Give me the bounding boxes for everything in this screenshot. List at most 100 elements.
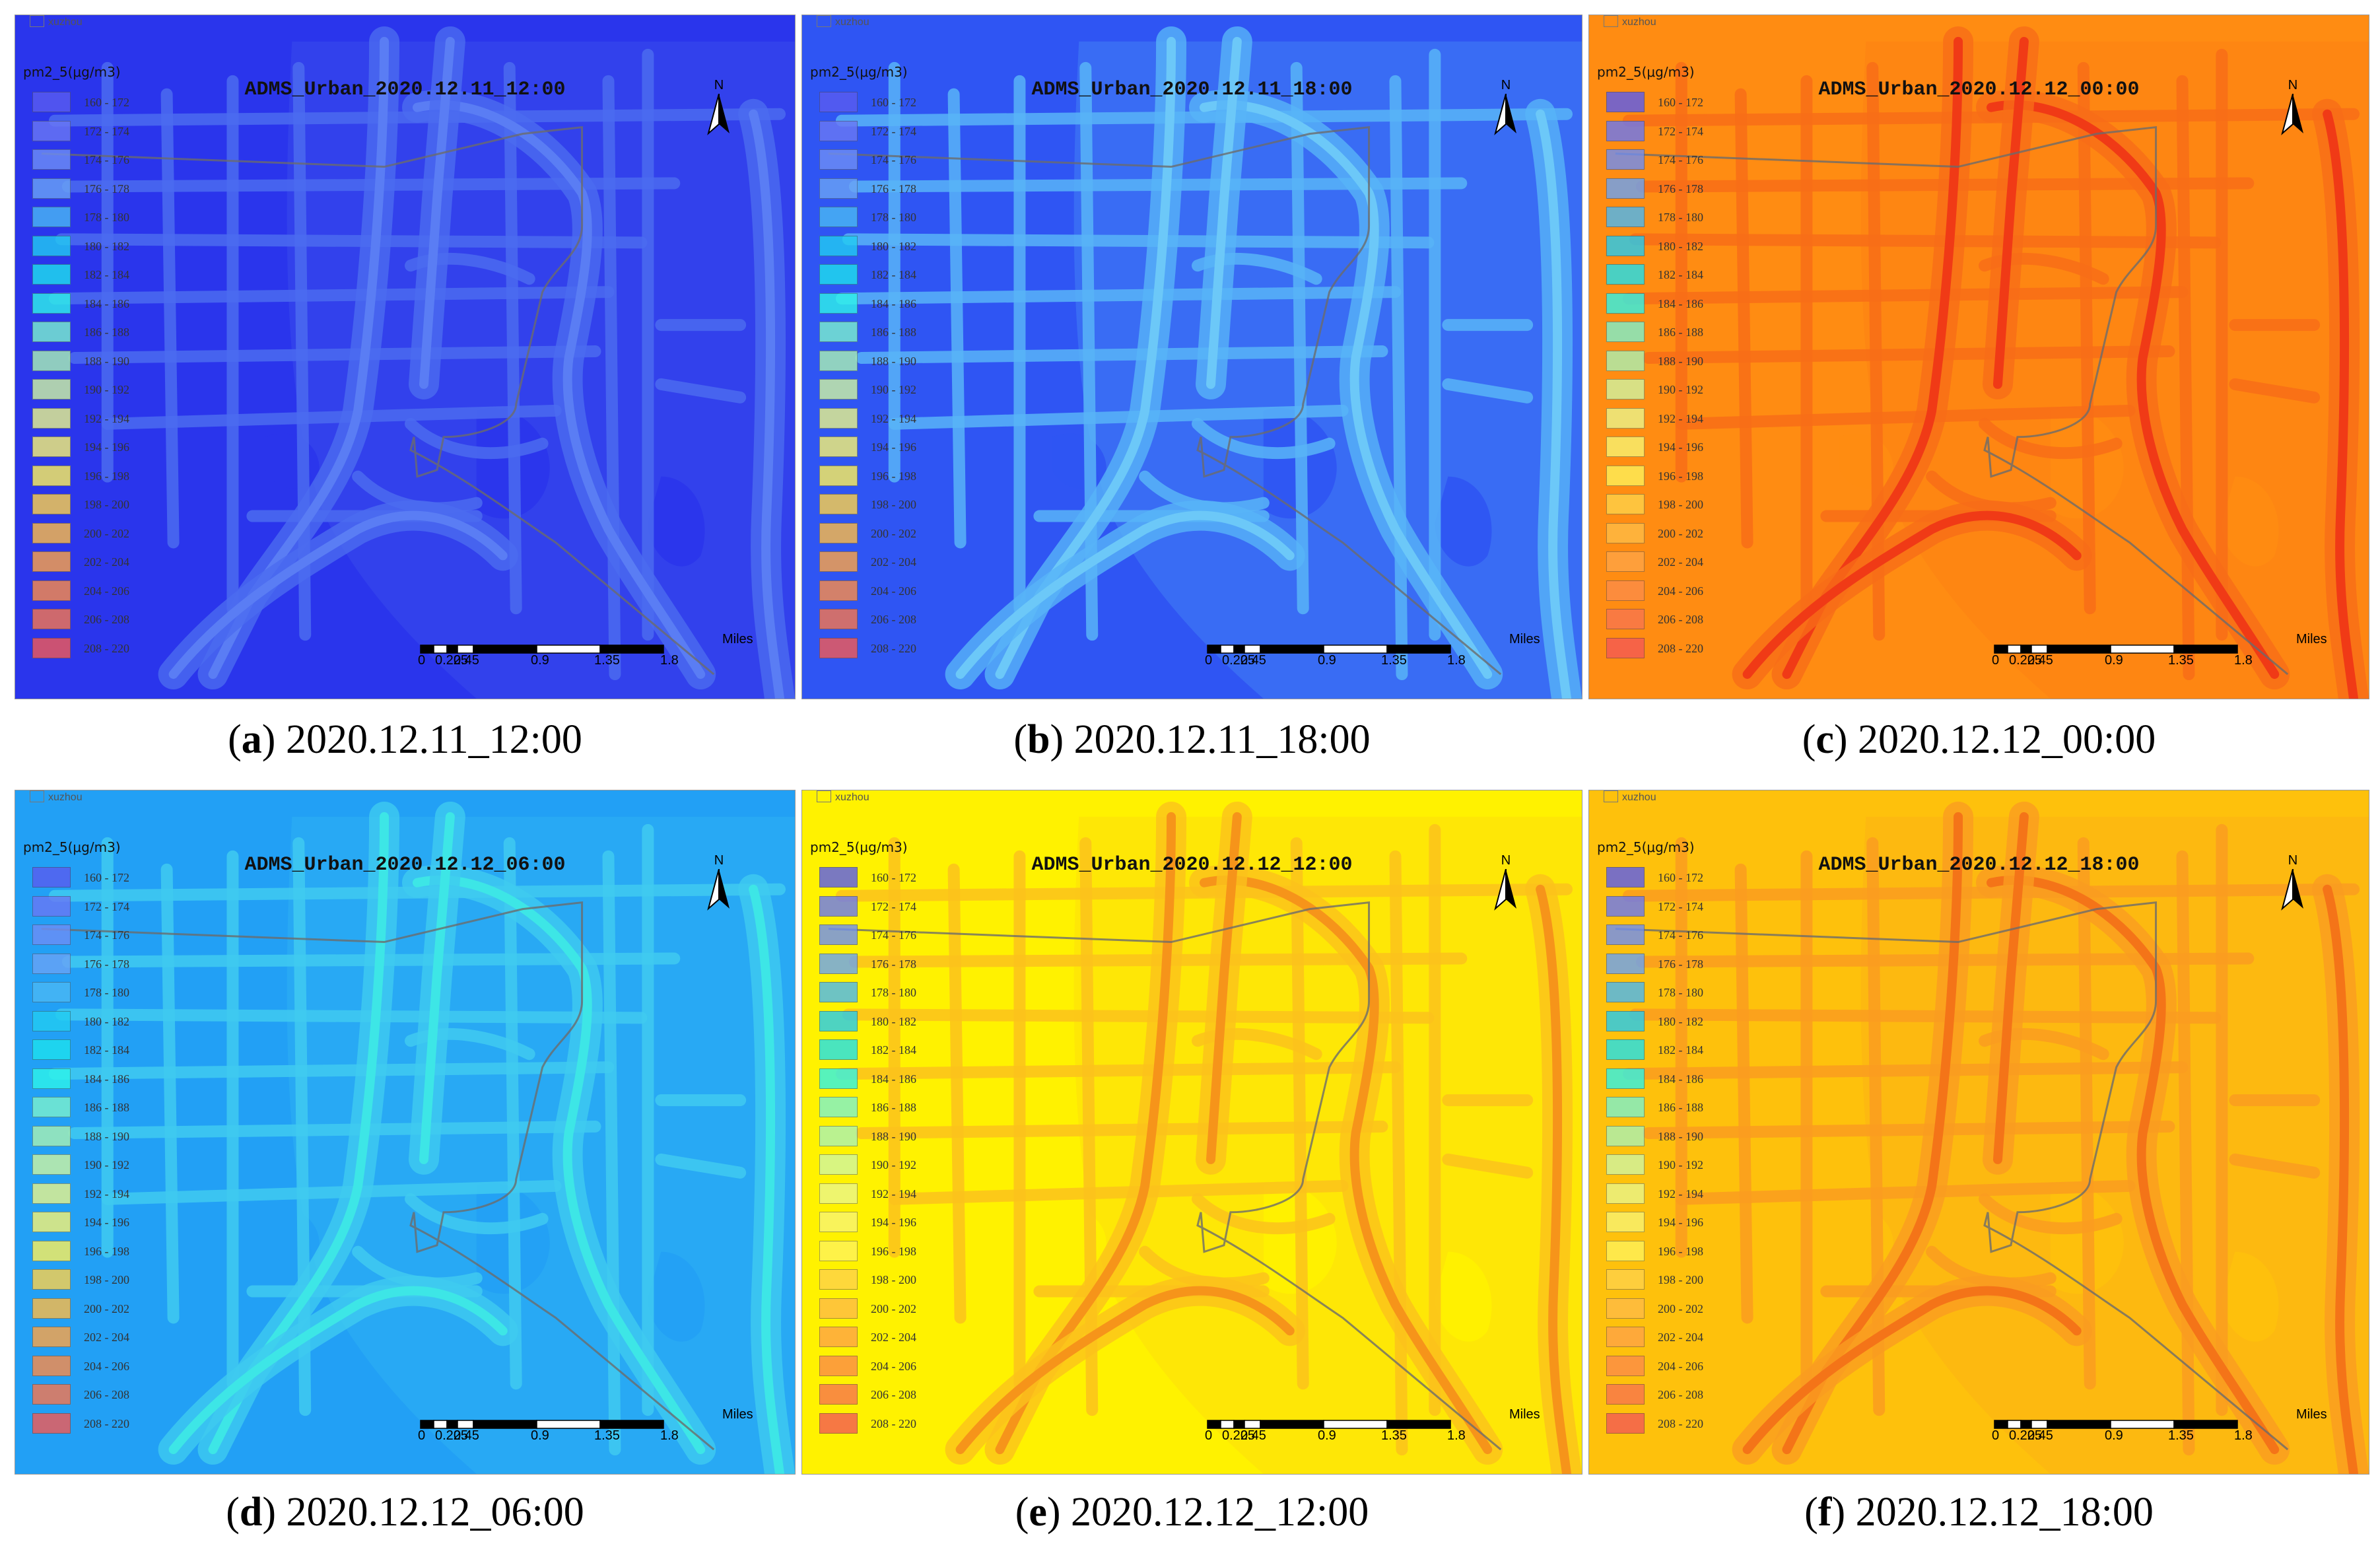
road-corridor bbox=[1442, 378, 1534, 403]
legend-swatch bbox=[819, 264, 858, 285]
legend-item: 190 - 192 bbox=[1606, 1150, 1778, 1177]
legend-label: 186 - 188 bbox=[84, 1101, 129, 1114]
legend-label: 172 - 174 bbox=[871, 124, 916, 138]
legend-label: 174 - 176 bbox=[871, 928, 916, 942]
legend-swatch bbox=[32, 1212, 71, 1232]
map-panel-c: xuzhou pm2_5(μg/m3) 160 - 172 172 - 174 174 … bbox=[1588, 15, 2369, 699]
major-road-core bbox=[2323, 884, 2359, 1474]
legend-item: 182 - 184 bbox=[819, 260, 991, 287]
legend-label: 190 - 192 bbox=[1658, 1158, 1703, 1171]
major-road-core bbox=[1199, 875, 1493, 1455]
road-corridor bbox=[160, 88, 180, 549]
legend-swatch bbox=[32, 235, 71, 256]
legend-label: 182 - 184 bbox=[871, 268, 916, 281]
major-road-core bbox=[955, 1286, 1295, 1455]
legend-label: 184 - 186 bbox=[871, 1072, 916, 1086]
road-corridor bbox=[1675, 404, 2136, 430]
scale-tick-label: 0.45 bbox=[2027, 1428, 2053, 1443]
legend-label: 194 - 196 bbox=[1658, 1216, 1703, 1229]
concentration-map bbox=[15, 15, 795, 699]
legend-swatch bbox=[819, 522, 858, 543]
legend-swatch bbox=[32, 637, 71, 658]
major-road-core bbox=[1206, 812, 1242, 1164]
legend-label: 206 - 208 bbox=[1658, 1388, 1703, 1401]
panel-letter: c bbox=[1816, 717, 1834, 762]
north-arrow-icon: N bbox=[2276, 78, 2309, 137]
low-concentration-patch bbox=[2222, 1251, 2279, 1342]
major-road-core bbox=[1742, 510, 2082, 679]
legend-label: 180 - 182 bbox=[84, 1014, 129, 1028]
legend-item: 206 - 208 bbox=[32, 605, 204, 631]
scale-tick-label: 0 bbox=[1205, 653, 1213, 668]
scale-tick-label: 0.45 bbox=[454, 653, 479, 668]
legend-label: 172 - 174 bbox=[84, 124, 129, 138]
legend-swatch bbox=[1606, 149, 1645, 170]
layer-name: xuzhou bbox=[48, 17, 83, 28]
legend-item: 198 - 200 bbox=[32, 1265, 204, 1292]
legend-title: pm2_5(μg/m3) bbox=[810, 64, 908, 80]
scale-tick-label: 0 bbox=[1205, 1428, 1213, 1443]
legend-swatch bbox=[819, 350, 858, 371]
legend-swatch bbox=[32, 1010, 71, 1031]
legend-swatch bbox=[819, 1125, 858, 1146]
legend-label: 190 - 192 bbox=[871, 1158, 916, 1171]
legend-swatch bbox=[819, 1269, 858, 1290]
legend-swatch bbox=[1606, 1412, 1645, 1434]
legend-label: 174 - 176 bbox=[84, 928, 129, 942]
legend-item: 184 - 186 bbox=[1606, 1064, 1778, 1091]
legend-swatch bbox=[32, 522, 71, 543]
legend-item: 208 - 220 bbox=[819, 1409, 991, 1436]
scale-tick-label: 0.9 bbox=[531, 1428, 549, 1443]
legend-swatch bbox=[1606, 1327, 1645, 1347]
district-boundary bbox=[828, 901, 1502, 1451]
legend-swatch bbox=[819, 1097, 858, 1117]
road-corridor bbox=[405, 417, 549, 460]
legend-item: 178 - 180 bbox=[1606, 203, 1778, 229]
legend-item: 160 - 172 bbox=[32, 863, 204, 889]
low-concentration-patch bbox=[1435, 1251, 1492, 1342]
legend-item: 202 - 204 bbox=[1606, 547, 1778, 574]
legend-swatch bbox=[1606, 436, 1645, 457]
low-concentration-patch bbox=[648, 1251, 705, 1342]
legend-item: 190 - 192 bbox=[819, 1150, 991, 1177]
legend-item: 200 - 202 bbox=[1606, 519, 1778, 545]
legend-swatch bbox=[819, 92, 858, 112]
road-corridor bbox=[1675, 1179, 2136, 1205]
legend-swatch bbox=[819, 867, 858, 888]
legend-swatch bbox=[1606, 867, 1645, 888]
legend-item: 188 - 190 bbox=[32, 1122, 204, 1148]
road-corridor bbox=[1979, 1193, 2123, 1235]
scale-bar: Miles 0 0.225 0.45 0.9 1.35 1.8 bbox=[1989, 632, 2332, 676]
legend-swatch bbox=[819, 207, 858, 227]
major-road-core bbox=[1536, 109, 1572, 699]
road-corridor bbox=[1192, 1193, 1336, 1235]
legend-swatch bbox=[1606, 982, 1645, 1002]
map-title: ADMS_Urban_2020.12.12_12:00 bbox=[1031, 854, 1353, 876]
road-corridor bbox=[2229, 378, 2321, 403]
legend-item: 184 - 186 bbox=[819, 289, 991, 316]
legend-swatch bbox=[32, 924, 71, 945]
legend-item: 172 - 174 bbox=[819, 892, 991, 919]
legend-item: 206 - 208 bbox=[819, 605, 991, 631]
legend-label: 192 - 194 bbox=[84, 411, 129, 425]
legend-swatch bbox=[32, 92, 71, 112]
legend-swatch bbox=[32, 465, 71, 486]
map-title: ADMS_Urban_2020.12.12_18:00 bbox=[1818, 854, 2140, 876]
legend-item: 184 - 186 bbox=[32, 1064, 204, 1091]
legend-swatch bbox=[32, 1097, 71, 1117]
legend-item: 178 - 180 bbox=[1606, 978, 1778, 1004]
concentration-map bbox=[1589, 790, 2369, 1474]
legend-item: 208 - 220 bbox=[1606, 1409, 1778, 1436]
legend-item: 180 - 182 bbox=[819, 1007, 991, 1033]
legend-label: 194 - 196 bbox=[84, 1216, 129, 1229]
legend-swatch bbox=[819, 149, 858, 170]
legend-swatch bbox=[1606, 580, 1645, 601]
concentration-map bbox=[802, 790, 1582, 1474]
legend-label: 198 - 200 bbox=[1658, 1273, 1703, 1286]
legend-item: 180 - 182 bbox=[32, 1007, 204, 1033]
legend-item: 202 - 204 bbox=[1606, 1323, 1778, 1349]
legend-item: 206 - 208 bbox=[819, 1380, 991, 1407]
panel-letter: f bbox=[1818, 1490, 1832, 1535]
legend-label: 174 - 176 bbox=[1658, 928, 1703, 942]
legend-label: 188 - 190 bbox=[1658, 354, 1703, 368]
